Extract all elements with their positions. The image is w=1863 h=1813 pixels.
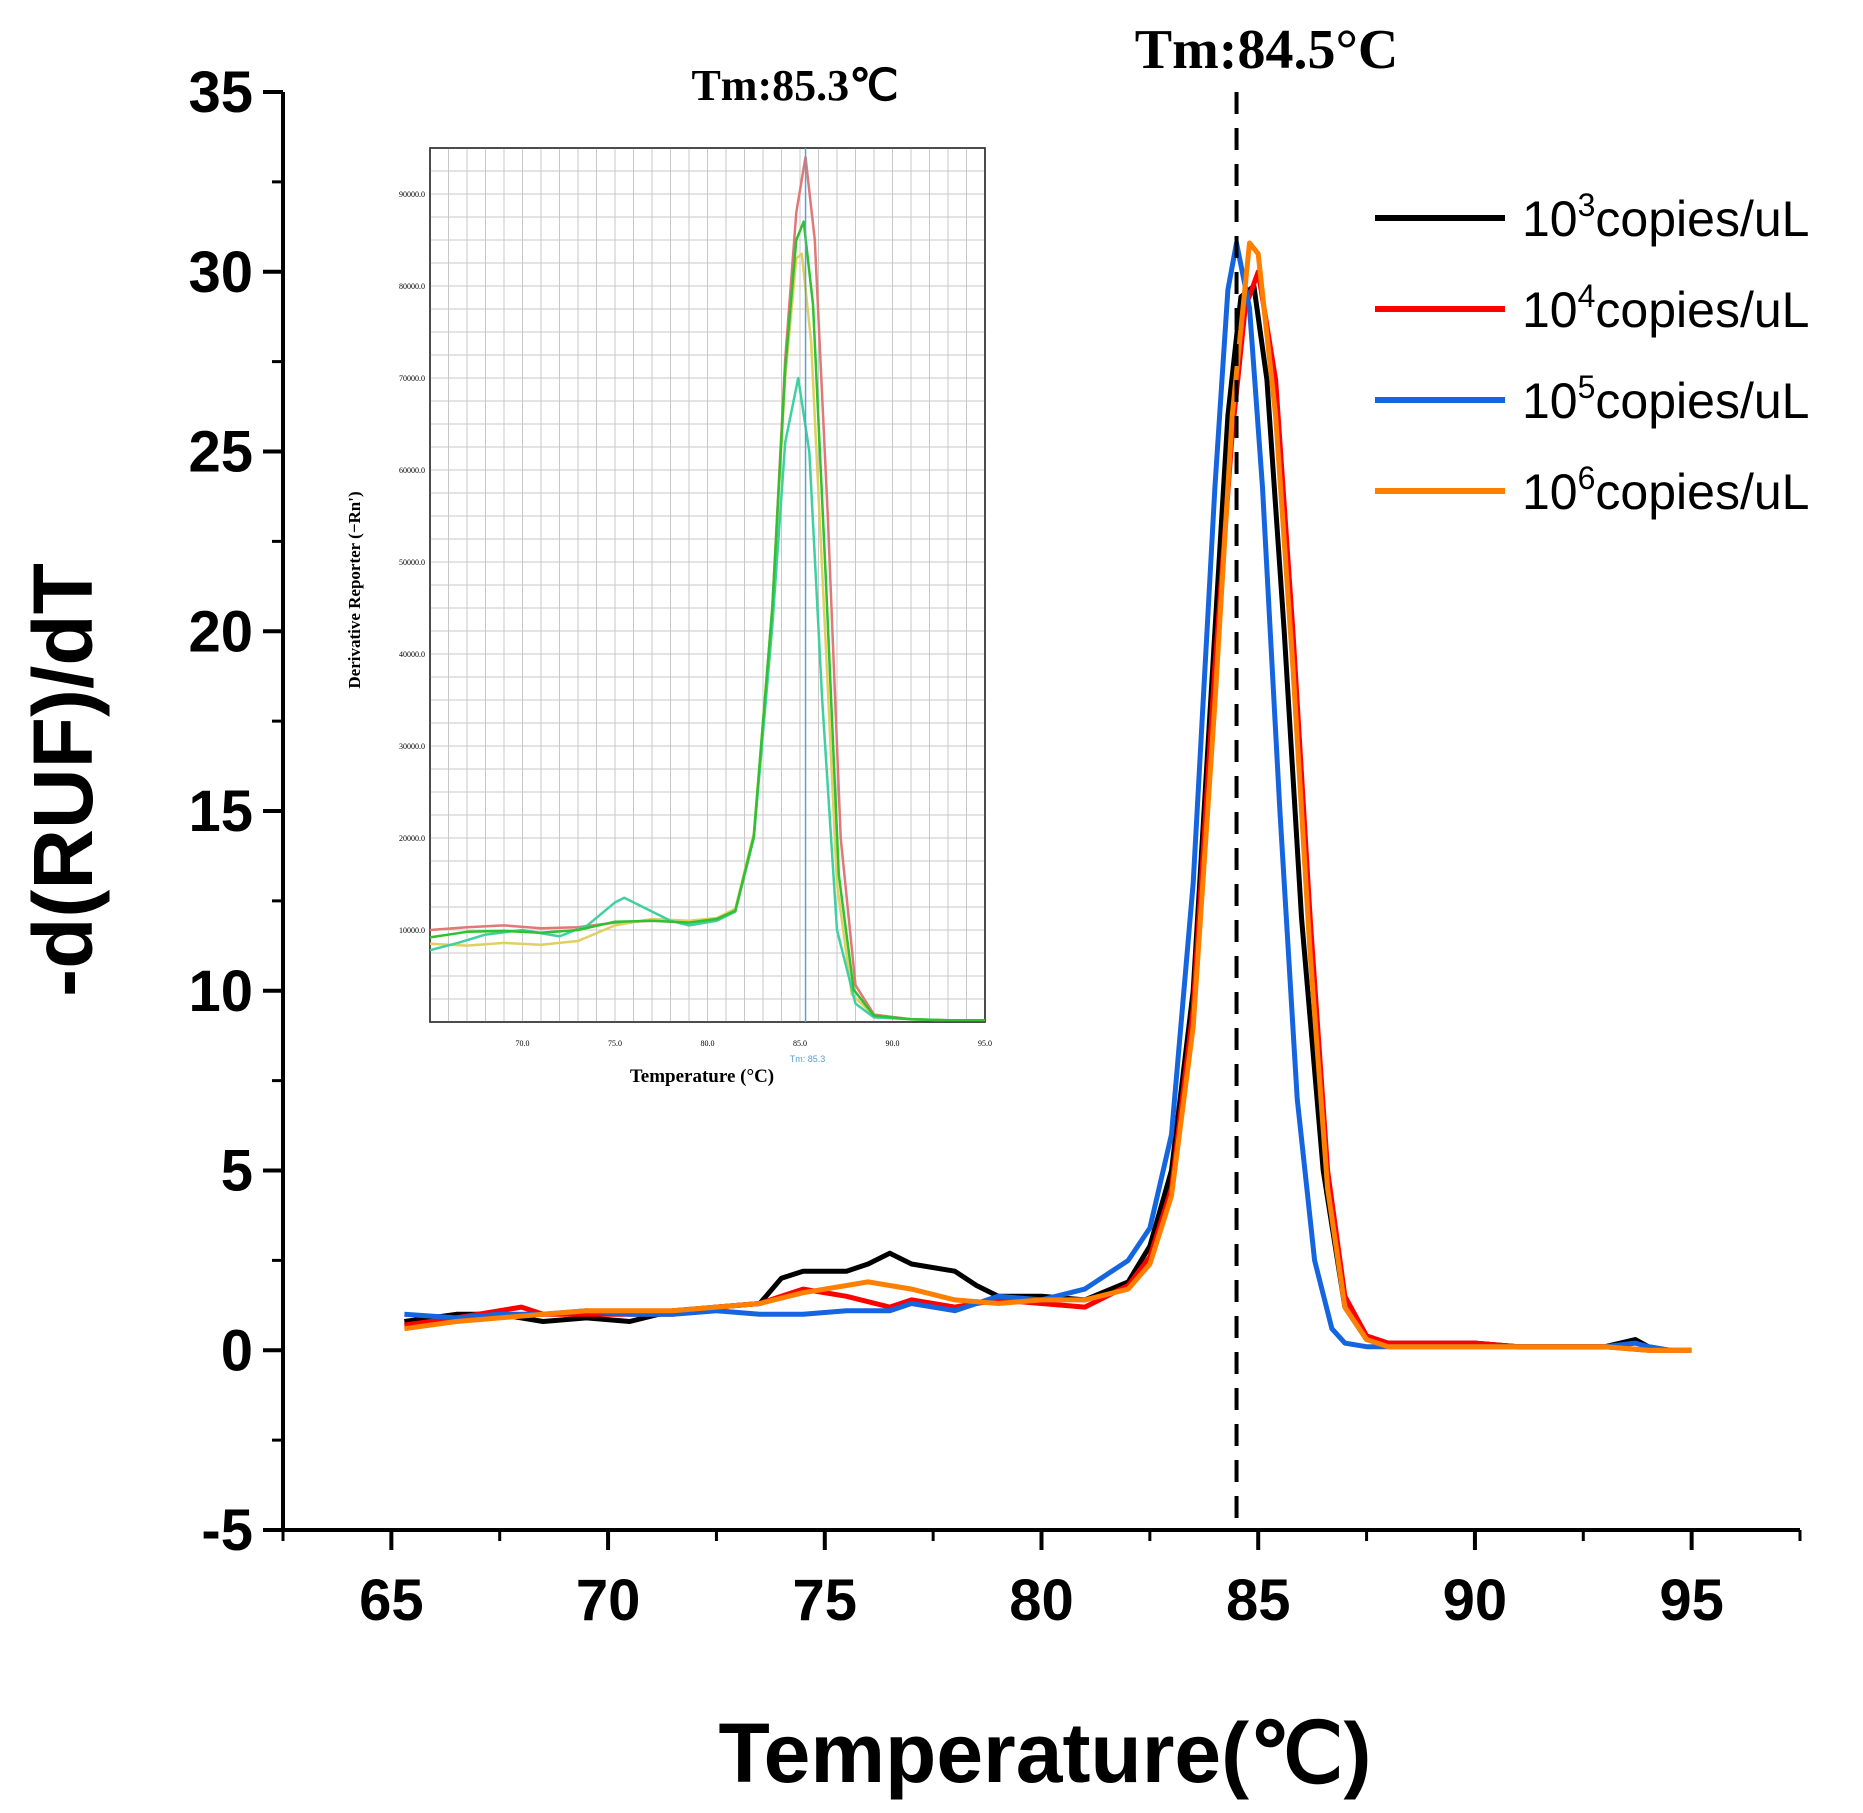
inset-x-tick-label: 85.0	[793, 1039, 807, 1048]
x-axis-title: Temperature(℃)	[719, 1706, 1372, 1800]
inset-x-tick-label: 95.0	[978, 1039, 992, 1048]
y-tick-label: 15	[188, 779, 253, 844]
inset-y-tick-label: 40000.0	[399, 650, 425, 659]
y-axis-title: -d(RUF)/dT	[16, 563, 110, 997]
inset-frame	[429, 147, 986, 1023]
y-tick-label: 10	[188, 959, 253, 1024]
x-tick-label: 70	[576, 1568, 641, 1633]
inset-x-tick-label: 70.0	[516, 1039, 530, 1048]
legend-entry-label: 105copies/uL	[1522, 369, 1809, 429]
x-tick-label: 95	[1659, 1568, 1724, 1633]
y-tick-label: -5	[201, 1498, 253, 1563]
inset-title: Tm:85.3℃	[691, 61, 898, 110]
x-tick-label: 65	[359, 1568, 424, 1633]
y-tick-label: 5	[221, 1139, 253, 1204]
legend-entry-label: 103copies/uL	[1522, 187, 1809, 247]
tm-main-label: Tm:84.5°C	[1135, 19, 1398, 81]
legend: 103copies/uL 104copies/uL 105copies/uL 106c…	[1375, 187, 1809, 520]
tm-annotation: Tm:84.5°C	[1135, 19, 1398, 1530]
main-axes: -5 0 5 10 15 20 25 30 35 65 70 75 80 85 90 95	[188, 60, 1802, 1633]
inset-y-tick-label: 90000.0	[399, 190, 425, 199]
inset-green	[429, 220, 985, 1022]
legend-entry-label: 106copies/uL	[1522, 460, 1809, 520]
inset-x-tick-label: 90.0	[886, 1039, 900, 1048]
y-tick-label: 20	[188, 599, 253, 664]
inset-x-tick-label: 80.0	[701, 1039, 715, 1048]
inset-chart: 10000.0 20000.0 30000.0 40000.0 50000.0 60000…	[345, 61, 992, 1087]
inset-y-tick-label: 20000.0	[399, 834, 425, 843]
inset-y-tick-label: 70000.0	[399, 374, 425, 383]
x-tick-label: 75	[793, 1568, 858, 1633]
inset-y-tick-label: 30000.0	[399, 742, 425, 751]
inset-tm-marker-label: Tm: 85.3	[790, 1054, 826, 1064]
inset-x-tick-label: 75.0	[608, 1039, 622, 1048]
x-tick-label: 80	[1009, 1568, 1074, 1633]
y-tick-label: 25	[188, 420, 253, 485]
inset-y-tick-label: 60000.0	[399, 466, 425, 475]
inset-y-tick-label: 80000.0	[399, 282, 425, 291]
y-tick-label: 35	[188, 60, 253, 125]
inset-y-tick-label: 10000.0	[399, 926, 425, 935]
legend-entry-label: 104copies/uL	[1522, 278, 1809, 338]
main-series-group	[404, 240, 1692, 1353]
y-tick-label: 30	[188, 240, 253, 305]
inset-x-axis-title: Temperature (°C)	[630, 1066, 774, 1087]
inset-y-tick-label: 50000.0	[399, 558, 425, 567]
inset-y-axis-title: Derivative Reporter (−Rn')	[345, 491, 364, 688]
x-tick-label: 90	[1443, 1568, 1508, 1633]
x-tick-label: 85	[1226, 1568, 1291, 1633]
series-line-10-6	[404, 240, 1692, 1353]
y-tick-label: 0	[221, 1318, 253, 1383]
